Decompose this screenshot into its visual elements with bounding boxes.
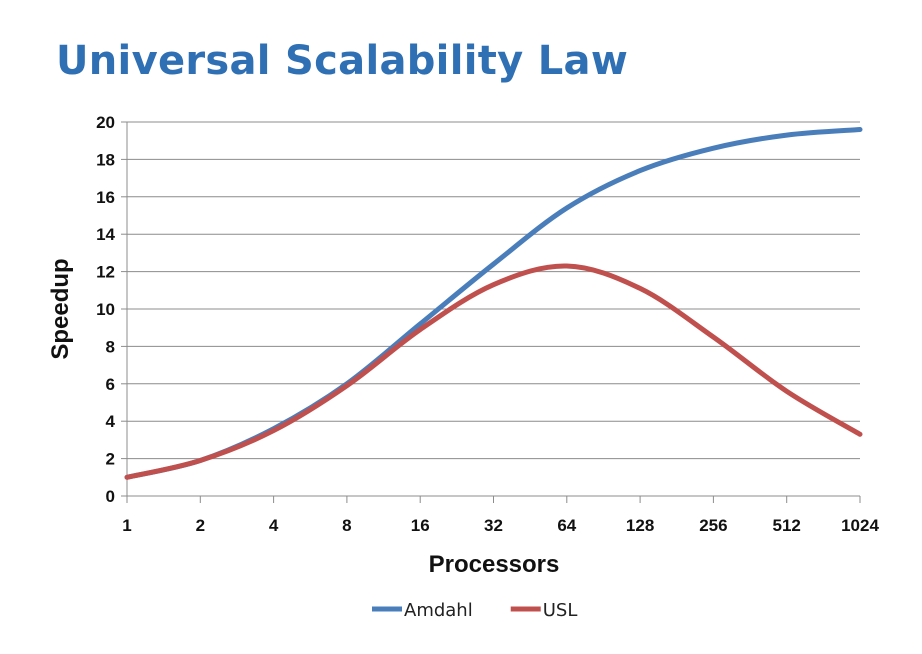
- y-tick-label: 18: [96, 150, 115, 169]
- x-tick-label: 64: [557, 516, 576, 535]
- y-tick-label: 14: [96, 225, 115, 244]
- series-line-usl: [124, 263, 863, 480]
- x-axis-title: Processors: [429, 551, 560, 578]
- slide-title: Universal Scalability Law: [56, 38, 629, 84]
- grid-lines: [127, 121, 860, 460]
- y-tick-label: 4: [106, 412, 116, 431]
- y-tick-label: 8: [106, 337, 115, 356]
- x-tick-label: 2: [196, 516, 205, 535]
- x-tick-label: 8: [342, 516, 351, 535]
- x-tick-label: 16: [411, 516, 430, 535]
- x-tick-label: 32: [484, 516, 503, 535]
- y-tick-label: 20: [96, 113, 115, 132]
- series-lines: [124, 126, 863, 480]
- y-tick-label: 10: [96, 300, 115, 319]
- legend-label-usl: USL: [543, 600, 578, 621]
- y-tick-label: 12: [96, 263, 115, 282]
- x-tick-label: 1024: [841, 516, 879, 535]
- x-tick-label: 512: [773, 516, 801, 535]
- x-tick-label: 1: [122, 516, 131, 535]
- x-tick-label: 256: [699, 516, 727, 535]
- legend-label-amdahl: Amdahl: [404, 600, 473, 621]
- y-axis-title: Speedup: [47, 258, 74, 359]
- y-tick-label: 0: [106, 487, 115, 506]
- x-tick-label: 128: [626, 516, 654, 535]
- y-tick-label: 2: [106, 450, 115, 469]
- y-tick-label: 16: [96, 188, 115, 207]
- series-line-amdahl: [124, 126, 863, 480]
- y-tick-label: 6: [106, 375, 115, 394]
- x-tick-label: 4: [269, 516, 279, 535]
- axes: [121, 121, 861, 503]
- legend: Amdahl USL: [372, 600, 577, 621]
